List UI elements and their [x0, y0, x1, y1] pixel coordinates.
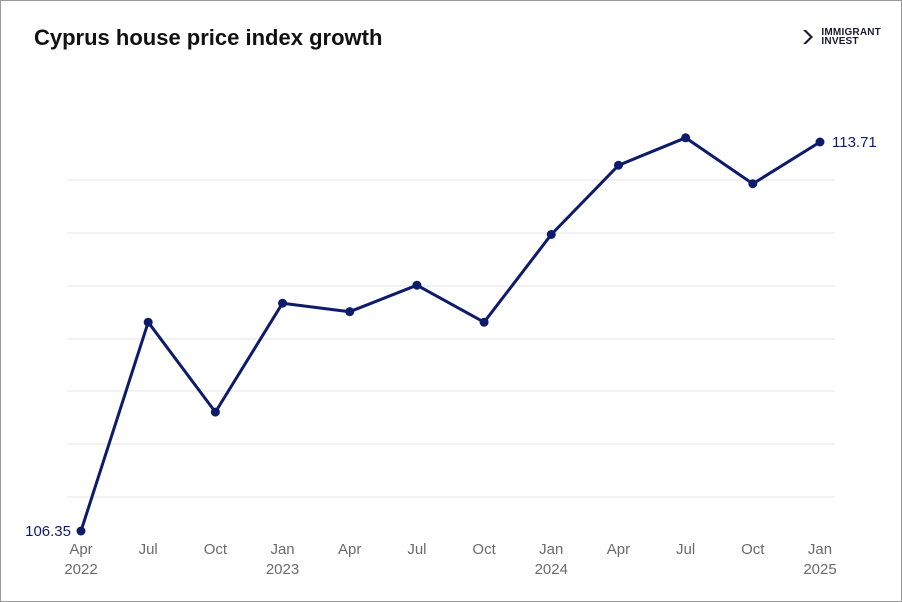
data-point-10 — [681, 133, 691, 143]
logo-line-1: IMMIGRANT — [821, 27, 881, 38]
x-tick-year-8: 2024 — [535, 561, 568, 578]
data-points — [76, 133, 825, 536]
data-point-5 — [345, 307, 355, 317]
x-tick-month-9: Apr — [607, 541, 630, 558]
x-tick-month-2: Jul — [139, 541, 158, 558]
x-tick-month-5: Apr — [338, 541, 361, 558]
data-point-1 — [76, 526, 86, 536]
data-point-4 — [278, 298, 288, 308]
data-point-9 — [613, 160, 623, 170]
data-point-3 — [210, 407, 220, 417]
x-tick-month-10: Jul — [676, 541, 695, 558]
logo-text: IMMIGRANT INVEST — [821, 27, 881, 47]
x-tick-month-8: Jan — [539, 541, 563, 558]
chart-title: Cyprus house price index growth — [34, 25, 383, 50]
data-label-12: 113.71 — [832, 134, 877, 151]
x-tick-month-1: Apr — [69, 541, 92, 558]
immigrant-invest-logo: IMMIGRANT INVEST — [802, 27, 881, 47]
data-point-8 — [546, 229, 556, 239]
series-line — [79, 136, 822, 533]
logo-line-2: INVEST — [821, 36, 859, 47]
x-tick-year-4: 2023 — [266, 561, 299, 578]
x-tick-month-11: Oct — [741, 541, 765, 558]
x-tick-year-12: 2025 — [803, 561, 836, 578]
data-point-2 — [143, 317, 153, 327]
grid-lines — [67, 179, 835, 498]
data-label-1: 106.35 — [25, 523, 71, 540]
x-tick-month-3: Oct — [204, 541, 228, 558]
data-point-6 — [412, 280, 422, 290]
data-labels: 106.35 113.71 — [25, 134, 877, 540]
x-tick-month-6: Jul — [407, 541, 426, 558]
x-tick-month-7: Oct — [472, 541, 496, 558]
x-axis-ticks: Apr 2022 Jul Oct Jan 2023 Apr Jul Oct Jan 2024 Apr J… — [64, 541, 836, 578]
data-point-7 — [479, 317, 489, 327]
chevron-logo-icon — [803, 30, 814, 44]
series-line-layer — [79, 136, 822, 533]
data-point-11 — [748, 179, 758, 189]
x-tick-year-1: 2022 — [64, 561, 97, 578]
x-tick-month-12: Jan — [808, 541, 832, 558]
x-tick-month-4: Jan — [270, 541, 294, 558]
data-point-12 — [815, 137, 825, 147]
